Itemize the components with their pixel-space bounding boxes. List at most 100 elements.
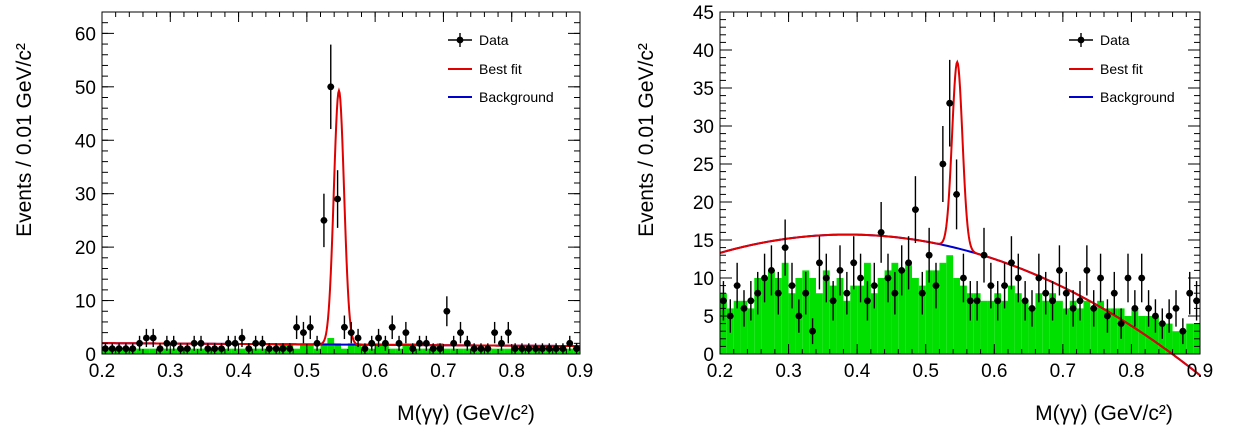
legend-background-label: Background: [479, 89, 554, 105]
data-point: [1056, 267, 1063, 274]
legend-data-label: Data: [1100, 32, 1130, 48]
data-point: [422, 339, 430, 347]
data-point: [122, 345, 130, 353]
data-point: [905, 259, 912, 267]
data-point: [1090, 305, 1098, 312]
mc-histogram-bar: [416, 348, 423, 354]
data-point: [1110, 289, 1118, 297]
mc-histogram-bar: [816, 293, 823, 354]
data-point: [809, 327, 816, 335]
mc-histogram-bar: [504, 348, 512, 354]
mc-histogram-bar: [1145, 316, 1152, 354]
data-point: [300, 329, 307, 337]
data-point: [231, 339, 239, 347]
data-point: [142, 334, 150, 342]
data-point: [313, 339, 321, 347]
mc-histogram-bar: [238, 348, 246, 354]
legend-data-label: Data: [479, 32, 509, 48]
mc-histogram-bar: [761, 278, 768, 354]
data-point: [272, 345, 280, 353]
mc-histogram-bar: [836, 278, 844, 354]
data-point: [327, 83, 335, 91]
data-point: [857, 274, 864, 282]
mc-histogram-bar: [1014, 293, 1022, 354]
data-point: [532, 345, 540, 353]
x-tick-label: 0.6: [362, 361, 388, 382]
x-tick-label: 0.2: [707, 361, 733, 382]
data-point: [102, 345, 109, 353]
mc-histogram-bar: [463, 348, 471, 354]
data-point: [1062, 289, 1070, 297]
mc-histogram-bar: [788, 293, 796, 354]
data-point: [761, 274, 768, 282]
data-point: [843, 289, 851, 297]
data-point: [470, 345, 478, 353]
mc-histogram-bar: [925, 270, 933, 354]
mc-histogram-bar: [224, 348, 232, 354]
data-point: [539, 345, 546, 353]
x-tick-label: 0.5: [913, 361, 939, 382]
data-point: [361, 345, 369, 353]
right-chart-panel: 0.2 0.3 0.4 0.5 0.6 0.7 0.8 0.9 0 5 10 15 20 25 30 35 40…: [635, 3, 1213, 425]
data-point: [279, 345, 287, 353]
data-point: [754, 289, 762, 297]
mc-histogram-bar: [918, 285, 926, 354]
data-point: [259, 339, 266, 347]
data-point: [816, 259, 823, 267]
data-point: [1186, 289, 1194, 297]
mc-histogram-bar: [566, 348, 574, 354]
y-tick-label: 10: [693, 269, 714, 290]
mc-histogram-bar: [313, 348, 321, 354]
mc-histogram-bar: [347, 343, 355, 354]
mc-histogram-bar: [1008, 285, 1015, 354]
y-tick-label: 60: [75, 24, 96, 45]
mc-histogram-bar: [1090, 308, 1098, 354]
data-point: [864, 297, 871, 305]
mc-histogram-bar: [1035, 293, 1043, 354]
y-tick-label: 25: [693, 155, 714, 176]
mc-histogram-bar: [781, 262, 789, 354]
y-tick-label: 50: [75, 78, 96, 99]
x-tick-label: 0.7: [430, 361, 456, 382]
data-point: [566, 339, 574, 347]
mc-histogram-bar: [293, 348, 301, 354]
mc-histogram-bar: [300, 343, 307, 354]
x-axis-title: M(γγ) (GeV/c²): [397, 402, 535, 425]
data-point: [1076, 297, 1084, 305]
data-point: [781, 244, 789, 252]
data-point: [768, 267, 775, 274]
data-point: [925, 251, 933, 259]
mc-histogram-bar: [136, 348, 143, 354]
mc-histogram-bar: [850, 285, 858, 354]
data-point: [108, 345, 116, 353]
legend-data-marker: [456, 36, 464, 44]
data-point: [1152, 312, 1159, 320]
x-tick-label: 0.2: [89, 361, 115, 382]
mc-histogram-bar: [857, 285, 864, 354]
data-point: [334, 195, 341, 203]
data-point: [1069, 305, 1077, 312]
data-point: [1083, 267, 1091, 274]
y-tick-label: 40: [693, 41, 714, 62]
mc-histogram-bar: [1165, 323, 1173, 354]
mc-histogram-bar: [912, 278, 919, 354]
data-point: [987, 282, 995, 289]
y-tick-label: 20: [693, 193, 714, 214]
data-point: [891, 289, 899, 297]
data-point: [1145, 305, 1152, 312]
data-point: [1021, 297, 1029, 305]
mc-histogram-bar: [306, 343, 314, 354]
mc-histogram-bar: [905, 262, 912, 354]
mc-histogram-bar: [368, 348, 376, 354]
mc-histogram-bar: [1028, 308, 1036, 354]
mc-histogram-bar: [966, 293, 974, 354]
mc-histogram-bar: [1110, 308, 1118, 354]
plot-frame: [719, 11, 1201, 355]
mc-histogram-bar: [774, 278, 782, 354]
mc-histogram-bar: [946, 255, 954, 354]
data-point: [740, 305, 748, 312]
mc-histogram-bar: [1152, 316, 1159, 354]
mc-histogram-bar: [170, 348, 178, 354]
data-point: [1104, 312, 1111, 320]
data-point: [170, 339, 178, 347]
